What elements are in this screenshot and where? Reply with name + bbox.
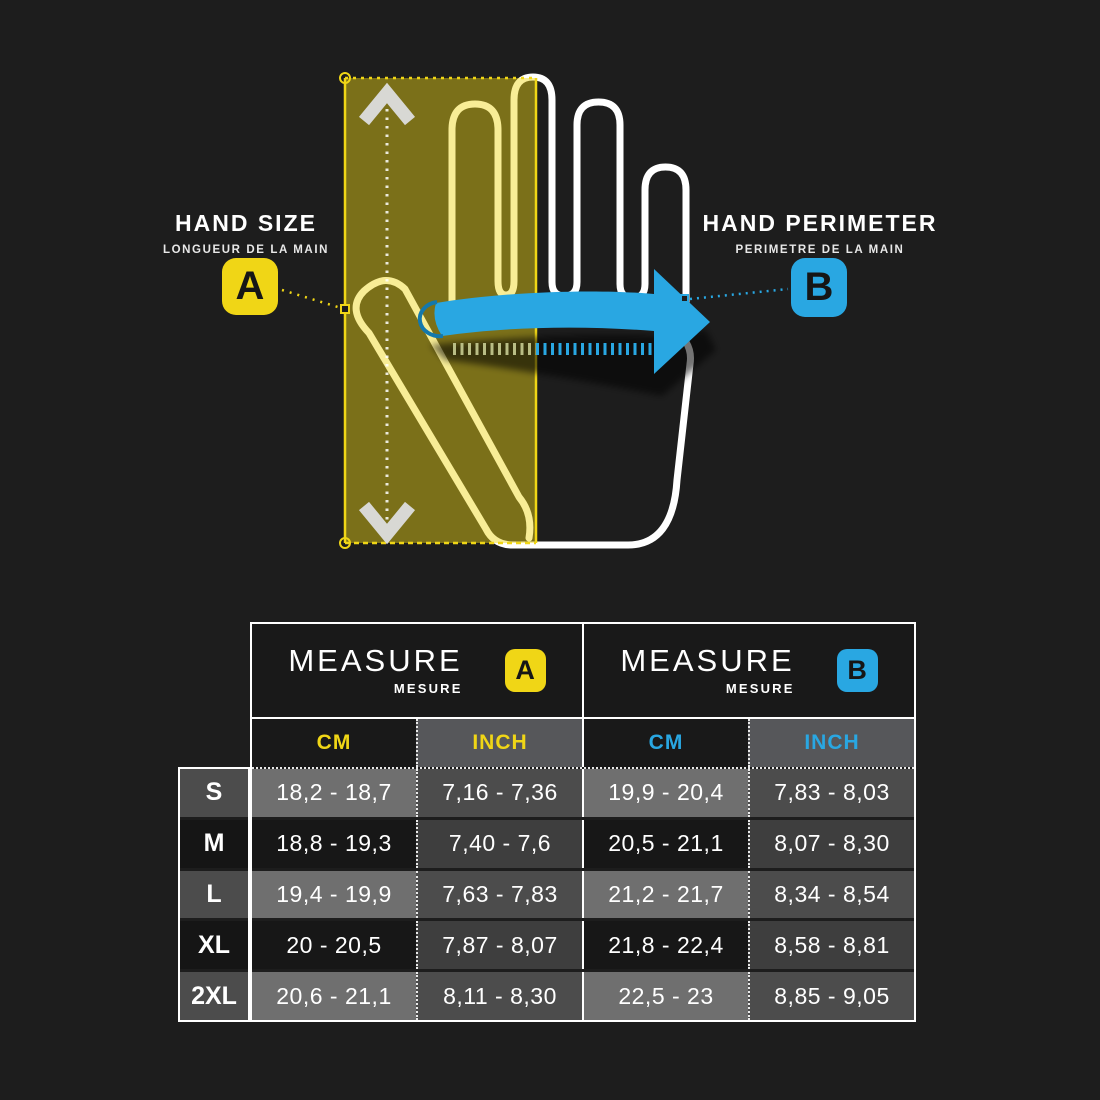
cell-b-inch: 8,34 - 8,54 [748,870,914,919]
size-label-column: S M L XL 2XL [178,767,250,1022]
table-row: 19,4 - 19,9 7,63 - 7,83 21,2 - 21,7 8,34… [252,867,914,919]
cell-b-cm: 21,2 - 21,7 [582,870,748,919]
cell-b-cm: 21,8 - 22,4 [582,921,748,970]
size-label-m: M [180,816,248,868]
unit-header-a-inch: INCH [416,719,582,767]
cell-a-inch: 7,87 - 8,07 [416,921,582,970]
size-label-xl: XL [180,918,248,970]
size-label-l: L [180,867,248,919]
cell-a-inch: 7,63 - 7,83 [416,870,582,919]
table-body: 18,2 - 18,7 7,16 - 7,36 19,9 - 20,4 7,83… [252,769,914,1020]
hand-size-title: HAND SIZE [175,210,317,236]
measure-b-header: MEASURE MESURE B [582,624,914,717]
cell-b-inch: 8,07 - 8,30 [748,819,914,868]
connector-b [689,287,789,301]
cell-a-cm: 20,6 - 21,1 [252,972,416,1020]
measure-a-subtitle: MESURE [393,681,463,696]
hand-size-subtitle: LONGUEUR DE LA MAIN [162,244,330,256]
cell-b-inch: 7,83 - 8,03 [748,769,914,817]
chevron-up-icon [358,82,416,126]
measure-a-title: MEASURE [288,643,463,678]
table-row: 20,6 - 21,1 8,11 - 8,30 22,5 - 23 8,85 -… [252,969,914,1020]
zone-corner-marker-top [339,72,351,84]
perimeter-arrow [434,269,710,374]
zone-corner-marker-bottom [339,537,351,549]
connector-b-anchor [680,294,689,303]
unit-header-row: CM INCH CM INCH [252,719,914,769]
size-table: MEASURE MESURE A MEASURE MESURE B CM INC… [250,622,916,1022]
measure-b-badge: B [791,258,847,317]
measure-a-header: MEASURE MESURE A [252,624,582,717]
cell-a-inch: 7,40 - 7,6 [416,819,582,868]
measure-b-header-badge: B [836,649,878,692]
cell-a-cm: 19,4 - 19,9 [252,870,416,919]
measure-a-header-badge: A [504,649,546,692]
unit-header-b-cm: CM [582,719,748,767]
measure-b-subtitle: MESURE [725,681,795,696]
measure-a-badge: A [222,258,278,315]
cell-a-cm: 20 - 20,5 [252,921,416,970]
cell-b-cm: 19,9 - 20,4 [582,769,748,817]
cell-b-inch: 8,58 - 8,81 [748,921,914,970]
hand-perimeter-subtitle: PERIMETRE DE LA MAIN [735,244,905,256]
hand-measurement-diagram [281,72,789,549]
cell-a-inch: 7,16 - 7,36 [416,769,582,817]
cell-a-cm: 18,2 - 18,7 [252,769,416,817]
table-header: MEASURE MESURE A MEASURE MESURE B [252,624,914,719]
cell-b-cm: 22,5 - 23 [582,972,748,1020]
size-label-s: S [180,769,248,817]
cell-a-inch: 8,11 - 8,30 [416,972,582,1020]
unit-header-b-inch: INCH [748,719,914,767]
connector-a-anchor [340,304,350,314]
table-row: 18,8 - 19,3 7,40 - 7,6 20,5 - 21,1 8,07 … [252,816,914,868]
cell-b-inch: 8,85 - 9,05 [748,972,914,1020]
hand-outline [352,73,694,549]
table-row: 20 - 20,5 7,87 - 8,07 21,8 - 22,4 8,58 -… [252,918,914,970]
cell-a-cm: 18,8 - 19,3 [252,819,416,868]
arrow-shadow [430,330,716,396]
chevron-down-icon [358,501,416,545]
hand-size-label: HAND SIZE LONGUEUR DE LA MAIN [126,210,366,256]
connector-a [281,288,342,310]
unit-header-a-cm: CM [252,719,416,767]
size-label-2xl: 2XL [180,969,248,1020]
measure-b-title: MEASURE [620,643,795,678]
arrow-cuff-shading [417,300,444,339]
cell-b-cm: 20,5 - 21,1 [582,819,748,868]
hand-perimeter-label: HAND PERIMETER PERIMETRE DE LA MAIN [700,210,940,256]
hand-perimeter-title: HAND PERIMETER [702,210,938,236]
table-row: 18,2 - 18,7 7,16 - 7,36 19,9 - 20,4 7,83… [252,769,914,817]
